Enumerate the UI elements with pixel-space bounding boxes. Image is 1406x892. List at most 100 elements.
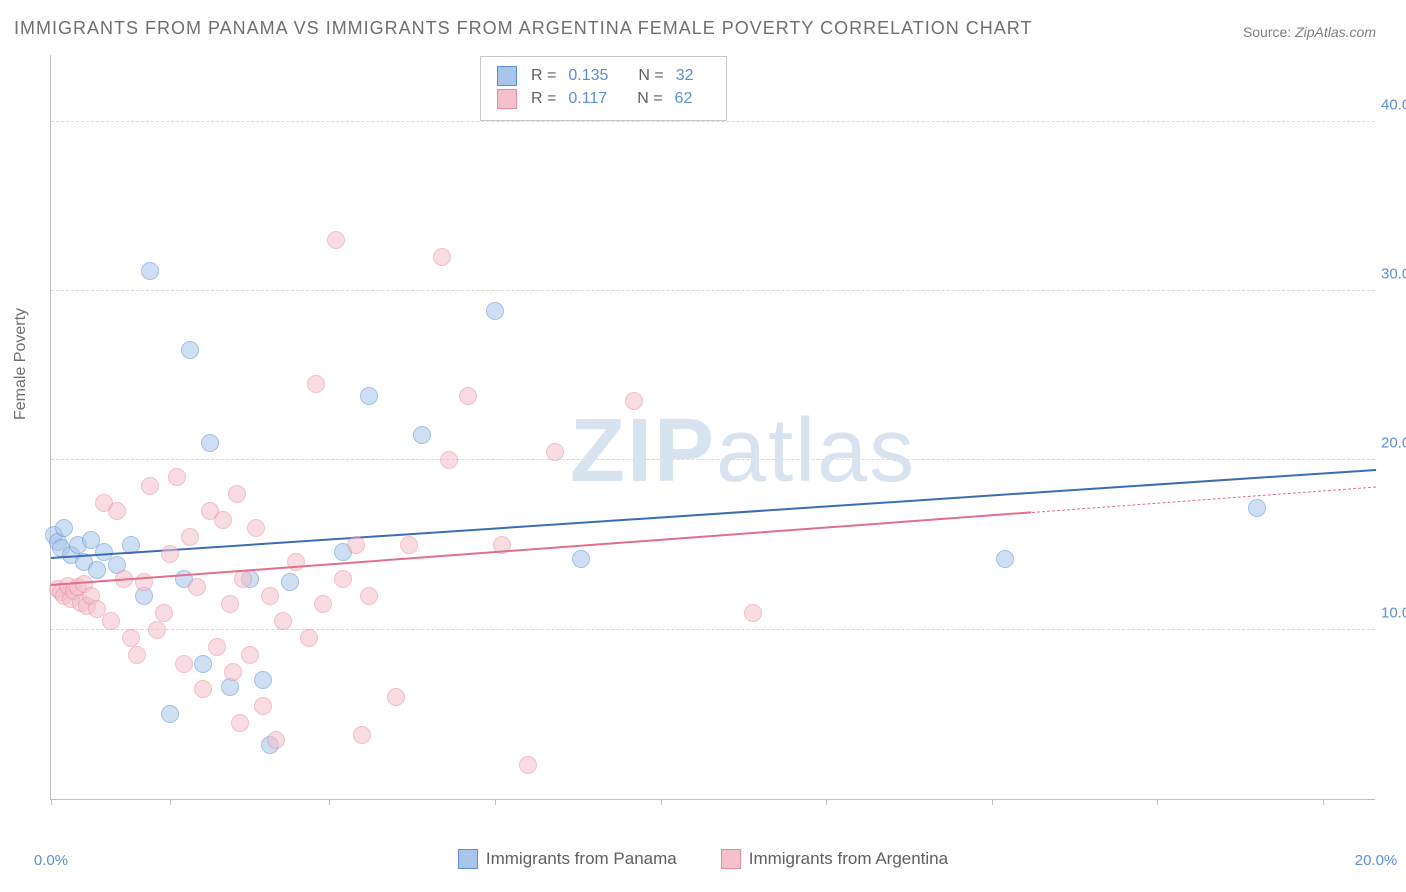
data-point [161,705,179,723]
data-point [55,519,73,537]
legend-swatch [458,849,478,869]
y-tick-label: 30.0% [1381,266,1406,283]
data-point [433,248,451,266]
trend-line-dashed [1031,486,1376,513]
grid-line [51,629,1375,630]
data-point [201,434,219,452]
data-point [261,587,279,605]
data-point [254,671,272,689]
data-point [221,678,239,696]
data-point [307,375,325,393]
legend-item: Immigrants from Argentina [721,849,948,869]
data-point [234,570,252,588]
data-point [440,451,458,469]
data-point [247,519,265,537]
data-point [314,595,332,613]
data-point [231,714,249,732]
x-tick [1157,799,1158,805]
legend-r-value: 0.135 [568,67,608,85]
source-label: Source: [1243,24,1295,40]
data-point [353,726,371,744]
data-point [400,536,418,554]
chart-title: IMMIGRANTS FROM PANAMA VS IMMIGRANTS FRO… [14,18,1032,39]
data-point [175,655,193,673]
data-point [459,387,477,405]
y-tick-label: 40.0% [1381,96,1406,113]
legend-r-label: R = [531,90,556,108]
data-point [224,663,242,681]
data-point [546,443,564,461]
series-legend: Immigrants from Panama Immigrants from Ar… [0,849,1406,874]
data-point [347,536,365,554]
x-tick [1323,799,1324,805]
x-tick [329,799,330,805]
source-value: ZipAtlas.com [1295,24,1376,40]
plot-region: 10.0%20.0%30.0%40.0%0.0%20.0% [50,55,1375,800]
data-point [102,612,120,630]
x-tick [826,799,827,805]
data-point [413,426,431,444]
data-point [281,573,299,591]
data-point [486,302,504,320]
data-point [625,392,643,410]
data-point [327,231,345,249]
data-point [254,697,272,715]
data-point [221,595,239,613]
legend-series-name: Immigrants from Panama [486,849,677,869]
data-point [334,570,352,588]
data-point [387,688,405,706]
data-point [88,561,106,579]
data-point [141,477,159,495]
trend-line [51,469,1376,559]
legend-r-value: 0.117 [568,90,607,108]
data-point [155,604,173,622]
data-point [360,587,378,605]
data-point [519,756,537,774]
legend-row: R = 0.135 N = 32 [497,66,710,86]
legend-swatch [721,849,741,869]
legend-n-label: N = [637,90,662,108]
data-point [188,578,206,596]
y-tick-label: 20.0% [1381,435,1406,452]
legend-swatch [497,66,517,86]
data-point [141,262,159,280]
legend-n-value: 62 [675,90,693,108]
legend-series-name: Immigrants from Argentina [749,849,948,869]
data-point [128,646,146,664]
data-point [1248,499,1266,517]
data-point [300,629,318,647]
source-attribution: Source: ZipAtlas.com [1243,24,1376,40]
grid-line [51,459,1375,460]
data-point [996,550,1014,568]
legend-n-label: N = [638,67,663,85]
data-point [214,511,232,529]
y-axis-label: Female Poverty [12,308,30,420]
legend-n-value: 32 [676,67,694,85]
data-point [241,646,259,664]
data-point [572,550,590,568]
chart-area: 10.0%20.0%30.0%40.0%0.0%20.0% [50,55,1375,800]
legend-row: R = 0.117 N = 62 [497,89,710,109]
data-point [360,387,378,405]
data-point [194,655,212,673]
legend-item: Immigrants from Panama [458,849,677,869]
data-point [274,612,292,630]
data-point [181,341,199,359]
legend-r-label: R = [531,67,556,85]
x-tick [992,799,993,805]
data-point [181,528,199,546]
grid-line [51,290,1375,291]
legend-swatch [497,89,517,109]
data-point [108,502,126,520]
data-point [267,731,285,749]
x-tick [661,799,662,805]
data-point [161,545,179,563]
y-tick-label: 10.0% [1381,604,1406,621]
data-point [148,621,166,639]
data-point [208,638,226,656]
data-point [194,680,212,698]
data-point [744,604,762,622]
x-tick [51,799,52,805]
correlation-legend: R = 0.135 N = 32 R = 0.117 N = 62 [480,56,727,121]
data-point [228,485,246,503]
